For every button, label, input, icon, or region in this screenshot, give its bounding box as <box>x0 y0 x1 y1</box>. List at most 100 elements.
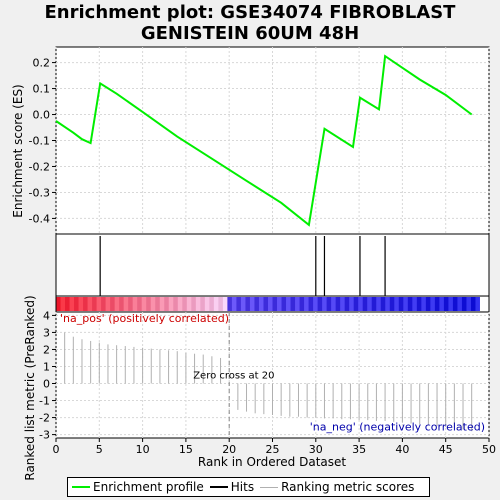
ranking-y-tick-label: 3 <box>43 326 50 339</box>
ranking-band-segment <box>78 297 84 311</box>
ranking-band-segment <box>484 297 490 311</box>
ranking-band-segment <box>114 297 120 311</box>
ranking-band-segment <box>87 297 93 311</box>
ranking-y-tick-label: 2 <box>43 343 50 356</box>
legend-ranking-swatch <box>260 486 279 488</box>
ranking-band-segment <box>457 297 463 311</box>
es-y-tick-label: 0.0 <box>33 109 51 122</box>
ranking-band-segment <box>168 297 174 311</box>
legend-ranking-label: Ranking metric scores <box>281 480 415 494</box>
ranking-band-segment <box>380 297 386 311</box>
ranking-x-tick-label: 25 <box>266 443 280 456</box>
ranking-band-segment <box>470 297 476 311</box>
es-y-tick-label: -0.2 <box>29 160 50 173</box>
ranking-y-tick-label: 4 <box>43 309 50 322</box>
ranking-band-segment <box>195 297 201 311</box>
legend-hits-label: Hits <box>230 480 255 494</box>
ranking-band-segment <box>204 297 210 311</box>
ranking-band-segment <box>290 297 296 311</box>
ranking-band-segment <box>96 297 102 311</box>
legend-item-hits: Hits <box>209 480 255 494</box>
ranking-band-segment <box>335 297 341 311</box>
ranking-band-segment <box>313 297 319 311</box>
ranking-band-segment <box>371 297 377 311</box>
es-y-tick-label: -0.1 <box>29 135 50 148</box>
ranking-band-segment <box>272 297 278 311</box>
ranking-x-tick-label: 45 <box>439 443 453 456</box>
ranking-band-segment <box>299 297 305 311</box>
ranking-band-segment <box>326 297 332 311</box>
ranking-band-segment <box>249 297 255 311</box>
hits-panel <box>55 233 490 297</box>
ranking-band-segment <box>466 297 472 311</box>
ranking-band-segment <box>394 297 400 311</box>
legend-hits-swatch <box>209 486 228 488</box>
ranking-band-segment <box>56 297 62 311</box>
ranking-band-segment <box>101 297 107 311</box>
ranking-band-segment <box>159 297 165 311</box>
hit-markers <box>99 236 386 296</box>
ranking-band-segment <box>277 297 283 311</box>
ranking-band-segment <box>434 297 440 311</box>
chart-title-line-1: Enrichment plot: GSE34074 FIBROBLAST <box>44 2 456 23</box>
ranking-x-tick-label: 0 <box>53 443 60 456</box>
ranking-y-tick-label: -2 <box>39 412 50 425</box>
ranking-band-segment <box>286 297 292 311</box>
ranking-band-segment <box>263 297 269 311</box>
ranking-band-segment <box>254 297 260 311</box>
ranking-color-band <box>56 297 490 311</box>
ranking-band-segment <box>479 297 485 311</box>
legend-enrichment-label: Enrichment profile <box>93 480 204 494</box>
ranking-band-segment <box>83 297 89 311</box>
ranking-y-tick-label: -3 <box>39 429 50 442</box>
chart-legend: Enrichment profile Hits Ranking metric s… <box>67 477 430 497</box>
ranking-band-segment <box>173 297 179 311</box>
ranking-x-tick-label: 40 <box>395 443 409 456</box>
ranking-band-segment <box>331 297 337 311</box>
ranking-x-tick-label: 35 <box>352 443 366 456</box>
legend-item-enrichment: Enrichment profile <box>72 480 204 494</box>
ranking-band-segment <box>349 297 355 311</box>
ranking-band-segment <box>398 297 404 311</box>
legend-item-ranking: Ranking metric scores <box>260 480 414 494</box>
ranking-band-segment <box>317 297 323 311</box>
ranking-band-segment <box>74 297 80 311</box>
ranking-band-segment <box>322 297 328 311</box>
zero-cross-label: Zero cross at 20 <box>193 370 274 381</box>
ranking-band-segment <box>267 297 273 311</box>
ranking-band-segment <box>132 297 138 311</box>
ranking-band-segment <box>231 297 237 311</box>
ranking-band-segment <box>110 297 116 311</box>
ranking-band-segment <box>240 297 246 311</box>
ranking-band-segment <box>304 297 310 311</box>
positive-correlation-label: 'na_pos' (positively correlated) <box>60 312 229 325</box>
ranking-y-axis: -3 -2 -1 0 1 2 3 4 <box>39 309 56 442</box>
ranking-band-segment <box>353 297 359 311</box>
ranking-band-segment <box>222 297 228 311</box>
ranking-band-segment <box>119 297 125 311</box>
ranking-band-segment <box>105 297 111 311</box>
ranking-band-segment <box>475 297 481 311</box>
ranking-x-tick-label: 15 <box>179 443 193 456</box>
ranking-band-segment <box>389 297 395 311</box>
es-y-tick-label: 0.2 <box>33 57 51 70</box>
ranking-band-segment <box>177 297 183 311</box>
es-gridlines <box>55 47 490 234</box>
es-y-axis-label: Enrichment score (ES) <box>11 84 25 217</box>
negative-correlation-label: 'na_neg' (negatively correlated) <box>310 420 485 433</box>
ranking-band-segment <box>245 297 251 311</box>
ranking-band-segment <box>186 297 192 311</box>
chart-title-line-2: GENISTEIN 60UM 48H <box>140 23 360 44</box>
ranking-bars <box>64 332 473 432</box>
ranking-band-segment <box>308 297 314 311</box>
chart-title: Enrichment plot: GSE34074 FIBROBLAST GEN… <box>0 2 500 44</box>
ranking-band-segment <box>340 297 346 311</box>
ranking-band-segment <box>150 297 156 311</box>
ranking-band-segment <box>218 297 224 311</box>
ranking-band-segment <box>403 297 409 311</box>
ranking-band-segment <box>295 297 301 311</box>
ranking-x-tick-label: 5 <box>96 443 103 456</box>
ranking-band-segment <box>407 297 413 311</box>
ranking-x-tick-label: 20 <box>222 443 236 456</box>
